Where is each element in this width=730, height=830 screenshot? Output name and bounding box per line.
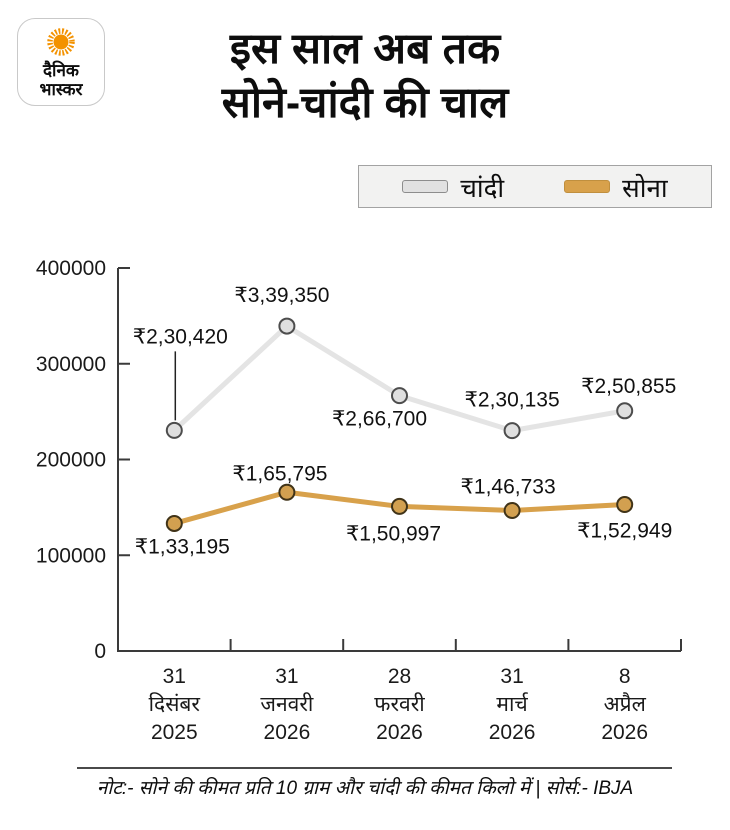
legend-label-silver: चांदी <box>460 172 505 203</box>
y-axis-label: 400000 <box>36 257 106 280</box>
sun-icon <box>47 28 75 56</box>
gold-value-label: ₹1,65,795 <box>232 462 327 485</box>
gold-value-label: ₹1,50,997 <box>346 522 441 545</box>
silver-value-label: ₹2,50,855 <box>581 375 676 398</box>
legend-item-gold: सोना <box>564 169 668 205</box>
x-axis-label: 31 दिसंबर 2025 <box>149 665 201 744</box>
y-axis-label: 0 <box>94 640 106 663</box>
y-axis-label: 100000 <box>36 544 106 567</box>
x-axis-label: 28 फरवरी 2026 <box>374 665 425 744</box>
gold-swatch-icon <box>564 180 611 193</box>
y-axis-label: 200000 <box>36 449 106 472</box>
legend: चांदी सोना <box>358 165 712 208</box>
x-axis-label: 8 अप्रैल 2026 <box>601 665 648 744</box>
silver-marker <box>503 422 521 440</box>
silver-value-label: ₹3,39,350 <box>234 284 329 307</box>
silver-marker <box>391 387 408 405</box>
chart-title-line1: इस साल अब तक <box>229 25 501 73</box>
gold-value-label: ₹1,46,733 <box>461 476 556 499</box>
gold-marker <box>503 502 521 520</box>
x-axis-label: 31 मार्च 2026 <box>489 665 536 744</box>
chart-title-line2: सोने-चांदी की चाल <box>221 79 509 127</box>
footer-divider <box>77 767 672 769</box>
silver-swatch-icon <box>402 180 449 193</box>
gold-value-label: ₹1,52,949 <box>577 520 672 543</box>
brand-name-line2: भास्कर <box>39 80 83 99</box>
brand-name: दैनिक भास्कर <box>40 61 83 99</box>
silver-value-label: ₹2,66,700 <box>332 408 427 431</box>
silver-marker <box>616 402 634 420</box>
gold-value-label: ₹1,33,195 <box>135 535 230 558</box>
legend-item-silver: चांदी <box>402 169 504 205</box>
gold-marker <box>391 497 408 515</box>
silver-marker <box>165 421 183 439</box>
legend-label-gold: सोना <box>622 172 668 203</box>
dainik-bhaskar-logo: दैनिक भास्कर <box>17 18 105 106</box>
chart-title: इस साल अब तक सोने-चांदी की चाल <box>0 22 730 130</box>
y-axis-label: 300000 <box>36 353 106 376</box>
brand-name-line1: दैनिक <box>43 61 79 80</box>
gold-marker <box>616 496 634 514</box>
gold-marker <box>165 514 183 532</box>
silver-value-label: ₹2,30,420 <box>133 325 228 348</box>
silver-marker <box>278 317 296 335</box>
footer-note: नोट:- सोने की कीमत प्रति 10 ग्राम और चां… <box>96 778 634 799</box>
gold-marker <box>278 483 296 501</box>
x-axis-label: 31 जनवरी 2026 <box>260 665 314 744</box>
silver-value-label: ₹2,30,135 <box>465 389 560 412</box>
